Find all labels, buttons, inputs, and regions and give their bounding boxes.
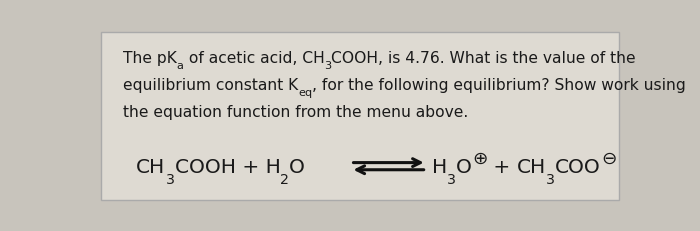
Text: CH: CH [136, 157, 166, 176]
Text: CH: CH [517, 157, 547, 176]
Text: COOH, is 4.76. What is the value of the: COOH, is 4.76. What is the value of the [331, 51, 636, 66]
Text: O: O [456, 157, 472, 176]
Text: COOH + H: COOH + H [174, 157, 281, 176]
Text: 3: 3 [447, 172, 456, 186]
Text: 3: 3 [547, 172, 555, 186]
Text: 2: 2 [281, 172, 289, 186]
Text: a: a [176, 61, 183, 71]
Text: COO: COO [555, 157, 601, 176]
Text: +: + [487, 157, 517, 176]
Text: The pK: The pK [122, 51, 176, 66]
Text: O: O [289, 157, 305, 176]
Text: equilibrium constant K: equilibrium constant K [122, 78, 298, 92]
Text: eq: eq [298, 87, 312, 97]
Text: 3: 3 [166, 172, 174, 186]
Text: ⊕: ⊕ [472, 149, 487, 167]
FancyBboxPatch shape [101, 33, 619, 200]
Text: ⊖: ⊖ [601, 149, 617, 167]
Text: H: H [432, 157, 447, 176]
Text: , for the following equilibrium? Show work using: , for the following equilibrium? Show wo… [312, 78, 686, 92]
Text: of acetic acid, CH: of acetic acid, CH [183, 51, 324, 66]
Text: 3: 3 [324, 61, 331, 71]
Text: the equation function from the menu above.: the equation function from the menu abov… [122, 104, 468, 119]
